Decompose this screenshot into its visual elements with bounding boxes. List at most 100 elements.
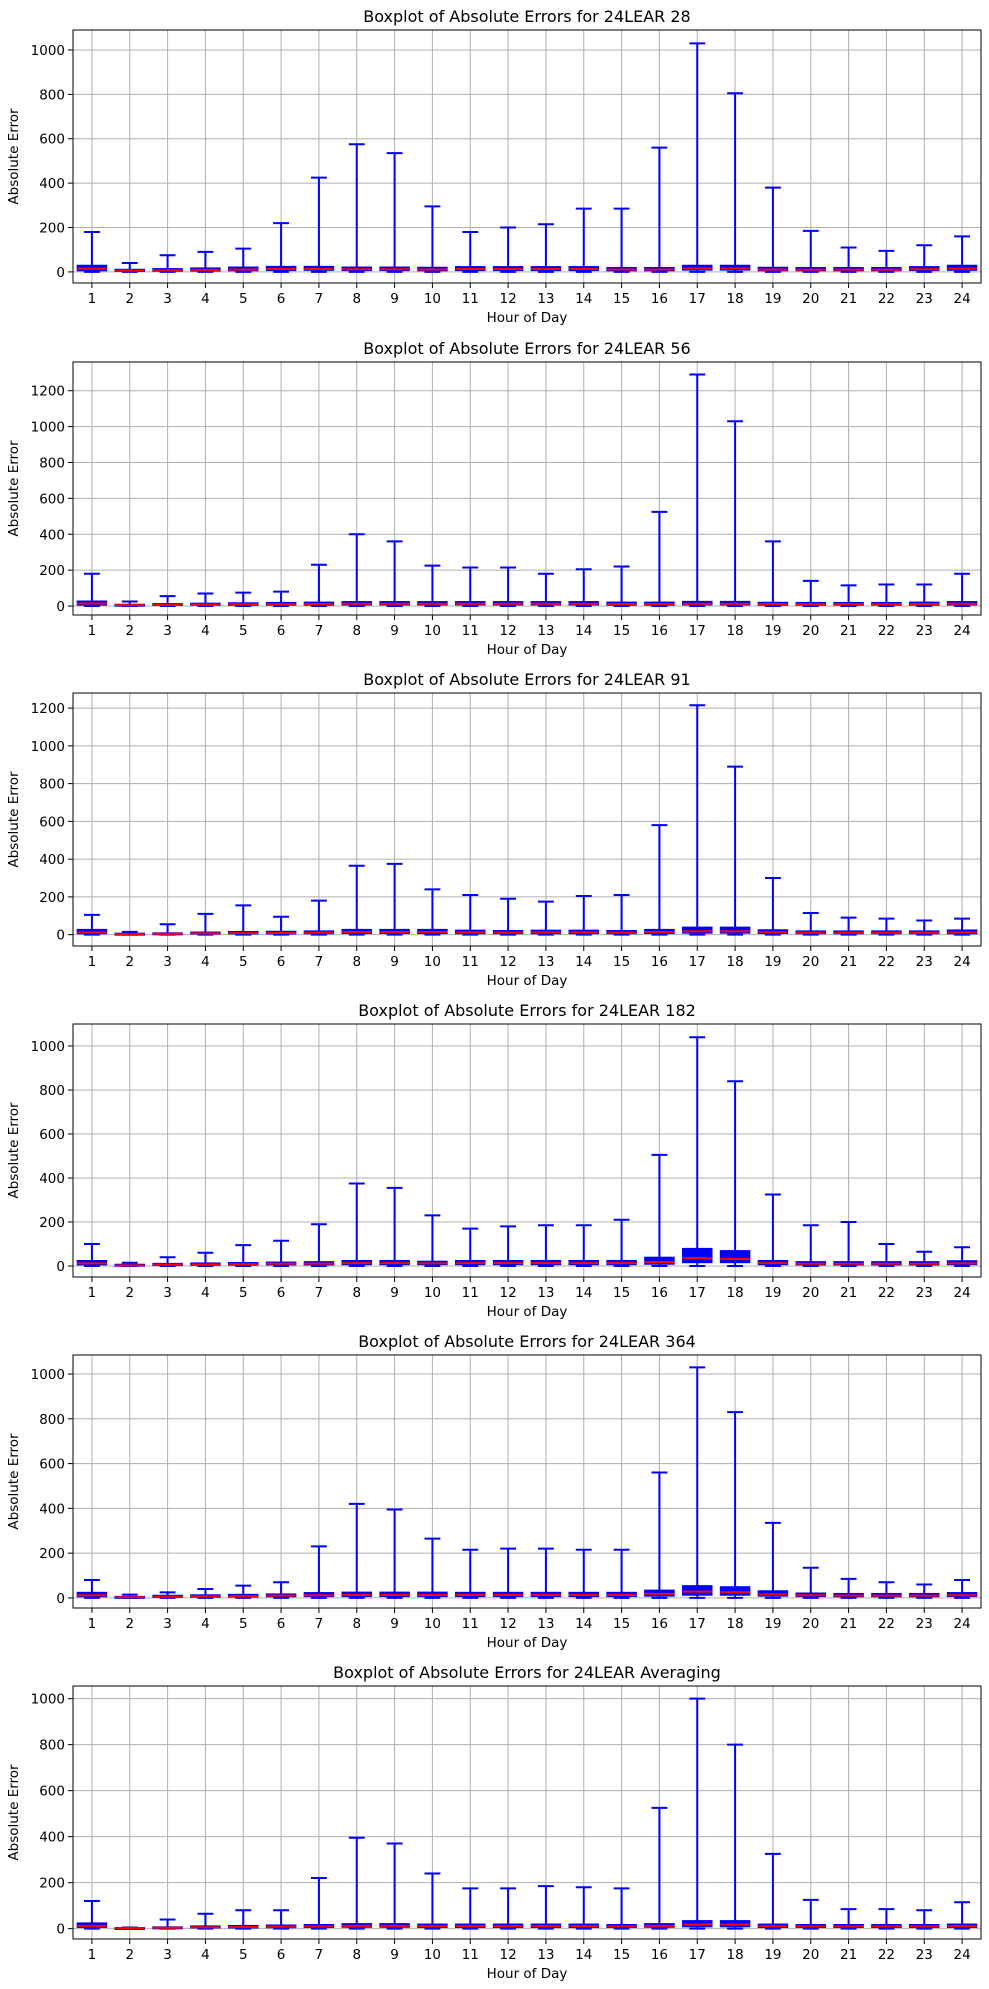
- box-hour-23: [908, 919, 940, 936]
- box-hour-8: [341, 533, 373, 608]
- box-hour-3: [152, 595, 183, 608]
- x-tick-label: 7: [315, 954, 324, 970]
- box-hour-17: [681, 42, 713, 273]
- x-tick-label: 9: [390, 1947, 399, 1963]
- box-hour-10: [417, 888, 448, 936]
- box-hour-20: [795, 1224, 827, 1267]
- x-tick-label: 20: [802, 1616, 819, 1632]
- y-tick-label: 1200: [31, 701, 65, 717]
- x-tick-label: 10: [424, 623, 441, 639]
- y-axis-label: Absolute Error: [6, 440, 22, 537]
- box-hour-15: [606, 1548, 637, 1599]
- chart-panel-2: Boxplot of Absolute Errors for 24LEAR 56…: [6, 339, 982, 658]
- box-hour-3: [152, 254, 183, 273]
- x-tick-label: 13: [537, 1285, 554, 1301]
- box-hour-1: [76, 1579, 108, 1599]
- y-tick-label: 600: [39, 132, 65, 148]
- box-hour-6: [265, 1581, 297, 1599]
- y-tick-label: 1200: [31, 384, 65, 400]
- x-tick-label: 8: [352, 291, 361, 307]
- box-hour-9: [379, 1508, 410, 1599]
- box-hour-13: [530, 900, 562, 936]
- x-tick-label: 18: [726, 1947, 743, 1963]
- x-tick-label: 13: [537, 954, 554, 970]
- box-hour-15: [606, 565, 637, 608]
- box-hour-13: [530, 572, 562, 608]
- x-tick-label: 8: [352, 1285, 361, 1301]
- x-tick-label: 20: [802, 1947, 819, 1963]
- box-hour-4: [190, 1587, 221, 1599]
- x-tick-label: 3: [163, 954, 172, 970]
- x-axis-label: Hour of Day: [487, 1635, 568, 1651]
- x-tick-label: 10: [424, 1285, 441, 1301]
- x-tick-label: 21: [840, 623, 857, 639]
- x-tick-label: 20: [802, 291, 819, 307]
- box-hour-2: [114, 1926, 146, 1930]
- x-tick-label: 2: [125, 291, 134, 307]
- axes-frame: [72, 1354, 982, 1609]
- box-hour-14: [568, 1224, 600, 1267]
- x-tick-label: 15: [613, 291, 630, 307]
- y-tick-label: 0: [56, 1591, 65, 1607]
- y-tick-label: 800: [39, 1412, 65, 1428]
- box-hour-24: [946, 1901, 978, 1930]
- x-tick-label: 5: [239, 623, 248, 639]
- x-tick-label: 24: [953, 1947, 970, 1963]
- x-tick-label: 10: [424, 1616, 441, 1632]
- x-tick-label: 11: [462, 1947, 479, 1963]
- x-tick-label: 21: [840, 954, 857, 970]
- x-tick-label: 22: [878, 1947, 895, 1963]
- x-tick-label: 17: [689, 291, 706, 307]
- axes-frame: [72, 692, 982, 947]
- x-axis-label: Hour of Day: [487, 973, 568, 989]
- box-hour-3: [152, 923, 183, 936]
- x-tick-label: 1: [88, 1285, 97, 1301]
- box-hour-23: [908, 1909, 940, 1930]
- x-tick-label: 20: [802, 954, 819, 970]
- box-hour-21: [833, 1908, 864, 1930]
- x-tick-label: 23: [916, 623, 933, 639]
- x-tick-label: 21: [840, 1285, 857, 1301]
- box-hour-20: [795, 911, 827, 936]
- box-hour-7: [303, 1877, 335, 1930]
- box-hour-1: [76, 572, 108, 608]
- box-hour-5: [227, 591, 259, 608]
- x-tick-label: 15: [613, 1616, 630, 1632]
- y-tick-label: 0: [56, 1259, 65, 1275]
- box-hour-8: [341, 864, 373, 936]
- x-tick-label: 7: [315, 1947, 324, 1963]
- chart-panel-1: Boxplot of Absolute Errors for 24LEAR 28…: [6, 7, 982, 326]
- x-axis-label: Hour of Day: [487, 1304, 568, 1320]
- x-tick-label: 2: [125, 954, 134, 970]
- y-axis-label: Absolute Error: [6, 771, 22, 868]
- x-tick-label: 1: [88, 1947, 97, 1963]
- box-hour-14: [568, 568, 600, 608]
- box-hour-10: [417, 205, 448, 273]
- x-tick-label: 14: [575, 954, 592, 970]
- box-hour-9: [379, 862, 410, 936]
- x-tick-label: 13: [537, 623, 554, 639]
- x-tick-label: 23: [916, 1947, 933, 1963]
- box-hour-21: [833, 584, 864, 608]
- x-tick-label: 12: [499, 954, 516, 970]
- y-tick-label: 200: [39, 1215, 65, 1231]
- x-tick-label: 1: [88, 291, 97, 307]
- box-hour-21: [833, 1221, 864, 1267]
- box-hour-8: [341, 1502, 373, 1599]
- chart-title: Boxplot of Absolute Errors for 24LEAR Av…: [333, 1663, 721, 1682]
- x-tick-label: 15: [613, 623, 630, 639]
- box-hour-12: [492, 897, 524, 936]
- box-hour-20: [795, 579, 827, 608]
- box-hour-9: [379, 1186, 410, 1267]
- chart-title: Boxplot of Absolute Errors for 24LEAR 28: [363, 7, 690, 26]
- x-tick-label: 22: [878, 954, 895, 970]
- box-hour-11: [454, 566, 486, 608]
- box-hour-7: [303, 563, 335, 608]
- box-hour-13: [530, 1547, 562, 1599]
- box-hour-14: [568, 1886, 600, 1930]
- x-tick-label: 8: [352, 623, 361, 639]
- x-tick-label: 11: [462, 1616, 479, 1632]
- box-hour-2: [114, 930, 146, 936]
- box-hour-11: [454, 1548, 486, 1599]
- box-hour-19: [757, 186, 789, 273]
